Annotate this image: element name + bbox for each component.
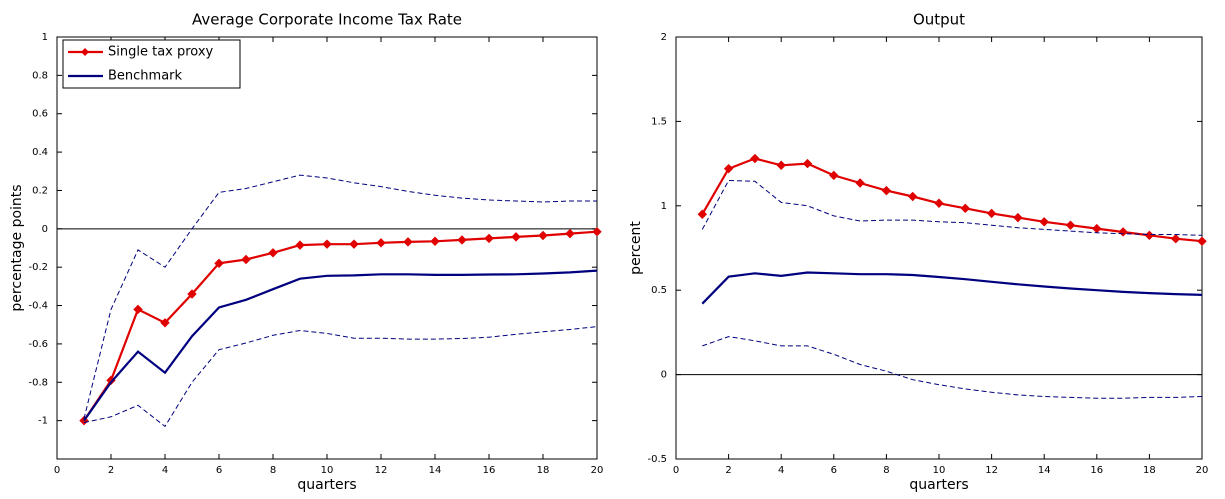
marker [565, 228, 575, 239]
x-tick-label: 2 [108, 465, 114, 476]
marker [295, 240, 305, 250]
y-tick-label: 0.5 [651, 285, 667, 296]
legend-label: Single tax proxy [108, 45, 214, 60]
x-tick-label: 10 [933, 465, 946, 476]
y-tick-label: 1 [42, 32, 48, 43]
x-tick-label: 12 [985, 465, 998, 476]
legend-marker [81, 48, 89, 56]
plot-frame [675, 36, 1203, 460]
marker [349, 239, 359, 249]
marker [457, 235, 467, 245]
marker [1013, 212, 1023, 223]
y-tick-label: 0.6 [32, 109, 48, 120]
band-line [83, 174, 597, 419]
x-tick-label: 18 [1143, 465, 1156, 476]
marker [934, 198, 944, 208]
y-tick-label: 0.2 [32, 185, 48, 196]
marker [1170, 234, 1181, 244]
marker [986, 208, 997, 219]
marker [592, 226, 602, 237]
marker [322, 239, 332, 249]
x-tick-label: 14 [1038, 465, 1051, 476]
marker [484, 233, 494, 244]
y-tick-label: 0.8 [32, 70, 48, 81]
marker [430, 236, 440, 246]
marker [160, 318, 170, 328]
y-tick-label: 0 [42, 224, 48, 235]
marker [907, 191, 918, 202]
y-axis-label: percentage points [9, 184, 25, 311]
marker [511, 232, 521, 242]
band-line [83, 326, 598, 428]
y-tick-label: 0 [661, 370, 667, 381]
x-tick-label: 6 [216, 465, 222, 476]
band-line [701, 179, 1203, 236]
marker [376, 238, 386, 248]
y-tick-label: 1 [661, 201, 667, 212]
marker [403, 237, 413, 247]
series-line [701, 271, 1203, 305]
x-tick-label: 20 [591, 465, 604, 476]
band-line [702, 336, 1203, 399]
legend-box [62, 39, 241, 89]
x-tick-label: 8 [883, 465, 889, 476]
marker [1065, 220, 1076, 230]
marker [960, 203, 971, 214]
marker [187, 289, 197, 299]
series-line [83, 230, 598, 422]
subplot: 0 2 4 6 8 10 12 14 16 18 20 -1 -0.8 -0.6 -0.4 -0.2 0 0.2 0… [9, 11, 603, 494]
marker [802, 158, 813, 169]
chart-title: Average Corporate Income Tax Rate [192, 11, 462, 29]
x-tick-label: 20 [1196, 465, 1209, 476]
x-tick-label: 0 [54, 465, 60, 476]
marker [776, 160, 786, 170]
x-tick-label: 0 [673, 465, 679, 476]
x-tick-label: 14 [429, 465, 442, 476]
x-axis-label: quarters [909, 477, 968, 493]
y-axis-label: percent [628, 221, 644, 275]
x-tick-label: 12 [375, 465, 388, 476]
x-tick-label: 10 [321, 465, 334, 476]
x-tick-label: 6 [831, 465, 837, 476]
y-tick-label: 1.5 [651, 116, 667, 127]
y-tick-label: -0.6 [28, 339, 48, 350]
x-tick-label: 16 [1090, 465, 1103, 476]
x-tick-label: 8 [270, 465, 276, 476]
marker [214, 258, 224, 269]
y-tick-label: 0.4 [32, 147, 48, 158]
subplot: 0 2 4 6 8 10 12 14 16 18 20 -0.5 0 0.5 1 1.5 2 Output quar… [628, 11, 1208, 494]
y-tick-label: -0.8 [28, 377, 48, 388]
marker [697, 209, 708, 219]
x-tick-label: 4 [162, 465, 168, 476]
y-tick-label: -0.5 [647, 454, 667, 465]
marker [855, 178, 865, 188]
y-tick-label: -0.2 [28, 262, 48, 273]
x-tick-label: 4 [778, 465, 784, 476]
x-tick-label: 2 [725, 465, 731, 476]
marker [829, 170, 839, 181]
marker [750, 153, 760, 164]
chart-title: Output [913, 11, 965, 29]
x-tick-label: 18 [537, 465, 550, 476]
marker [268, 248, 278, 258]
marker [881, 185, 892, 196]
marker [133, 304, 143, 315]
series-line [83, 269, 598, 422]
x-axis-label: quarters [297, 477, 356, 493]
marker [241, 254, 251, 265]
marker [538, 230, 548, 241]
y-tick-label: -0.4 [28, 301, 48, 312]
legend-label: Benchmark [108, 69, 183, 84]
marker [1039, 217, 1049, 227]
x-tick-label: 16 [483, 465, 496, 476]
y-tick-label: 2 [661, 32, 667, 43]
y-tick-label: -1 [38, 416, 48, 427]
marker [723, 163, 734, 174]
marker [1197, 236, 1207, 246]
